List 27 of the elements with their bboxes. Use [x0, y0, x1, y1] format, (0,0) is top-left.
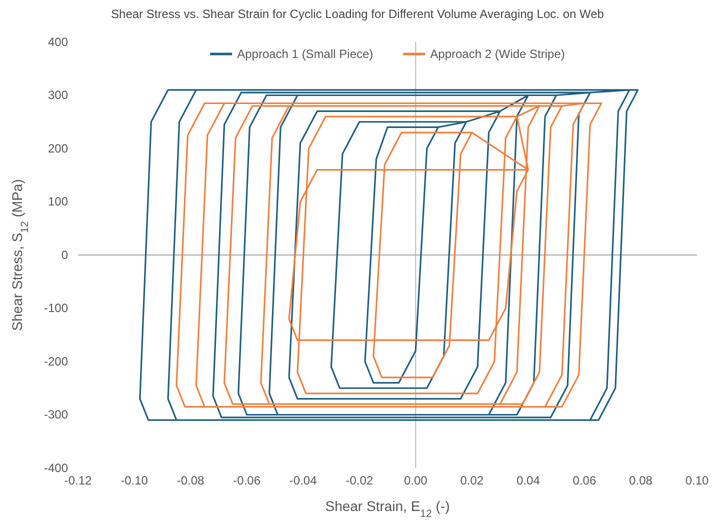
y-tick-label: -200	[44, 354, 68, 368]
line-series	[139, 89, 639, 421]
x-tick-label: -0.04	[289, 474, 318, 488]
x-tick-label: -0.12	[64, 474, 92, 488]
y-tick-label: 200	[48, 141, 68, 156]
x-tick-label: -0.02	[346, 474, 374, 488]
x-tick-label: -0.08	[176, 474, 205, 488]
y-tick-label: 400	[48, 34, 68, 49]
x-tick-label: 0.02	[460, 474, 484, 488]
y-tick-label: -400	[44, 460, 68, 475]
x-tick-label: 0.06	[572, 474, 596, 488]
x-tick-label: 0.00	[404, 474, 428, 488]
x-tick-label: 0.08	[629, 474, 653, 488]
x-tick-label: -0.10	[120, 474, 148, 488]
line-series	[176, 102, 602, 408]
y-tick-label: -300	[44, 408, 68, 422]
x-tick-label: -0.06	[233, 474, 261, 488]
y-tick-label: 100	[48, 194, 68, 209]
x-tick-label: 0.10	[685, 474, 709, 488]
x-tick-label: 0.04	[516, 474, 540, 488]
y-tick-label: 300	[48, 88, 68, 102]
x-axis-title: Shear Strain, E$_{12}$ (-)	[325, 498, 450, 520]
y-tick-label: -100	[44, 301, 68, 316]
legend-label: Approach 2 (Wide Stripe)	[430, 47, 565, 61]
legend-label: Approach 1 (Small Piece)	[237, 47, 374, 61]
y-tick-label: 0	[61, 248, 68, 262]
chart-title: Shear Stress vs. Shear Strain for Cyclic Loading for Different Volume Averaging Loc. on Web	[111, 7, 604, 21]
